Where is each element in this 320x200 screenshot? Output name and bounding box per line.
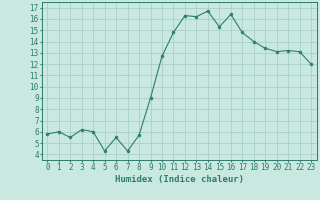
- X-axis label: Humidex (Indice chaleur): Humidex (Indice chaleur): [115, 175, 244, 184]
